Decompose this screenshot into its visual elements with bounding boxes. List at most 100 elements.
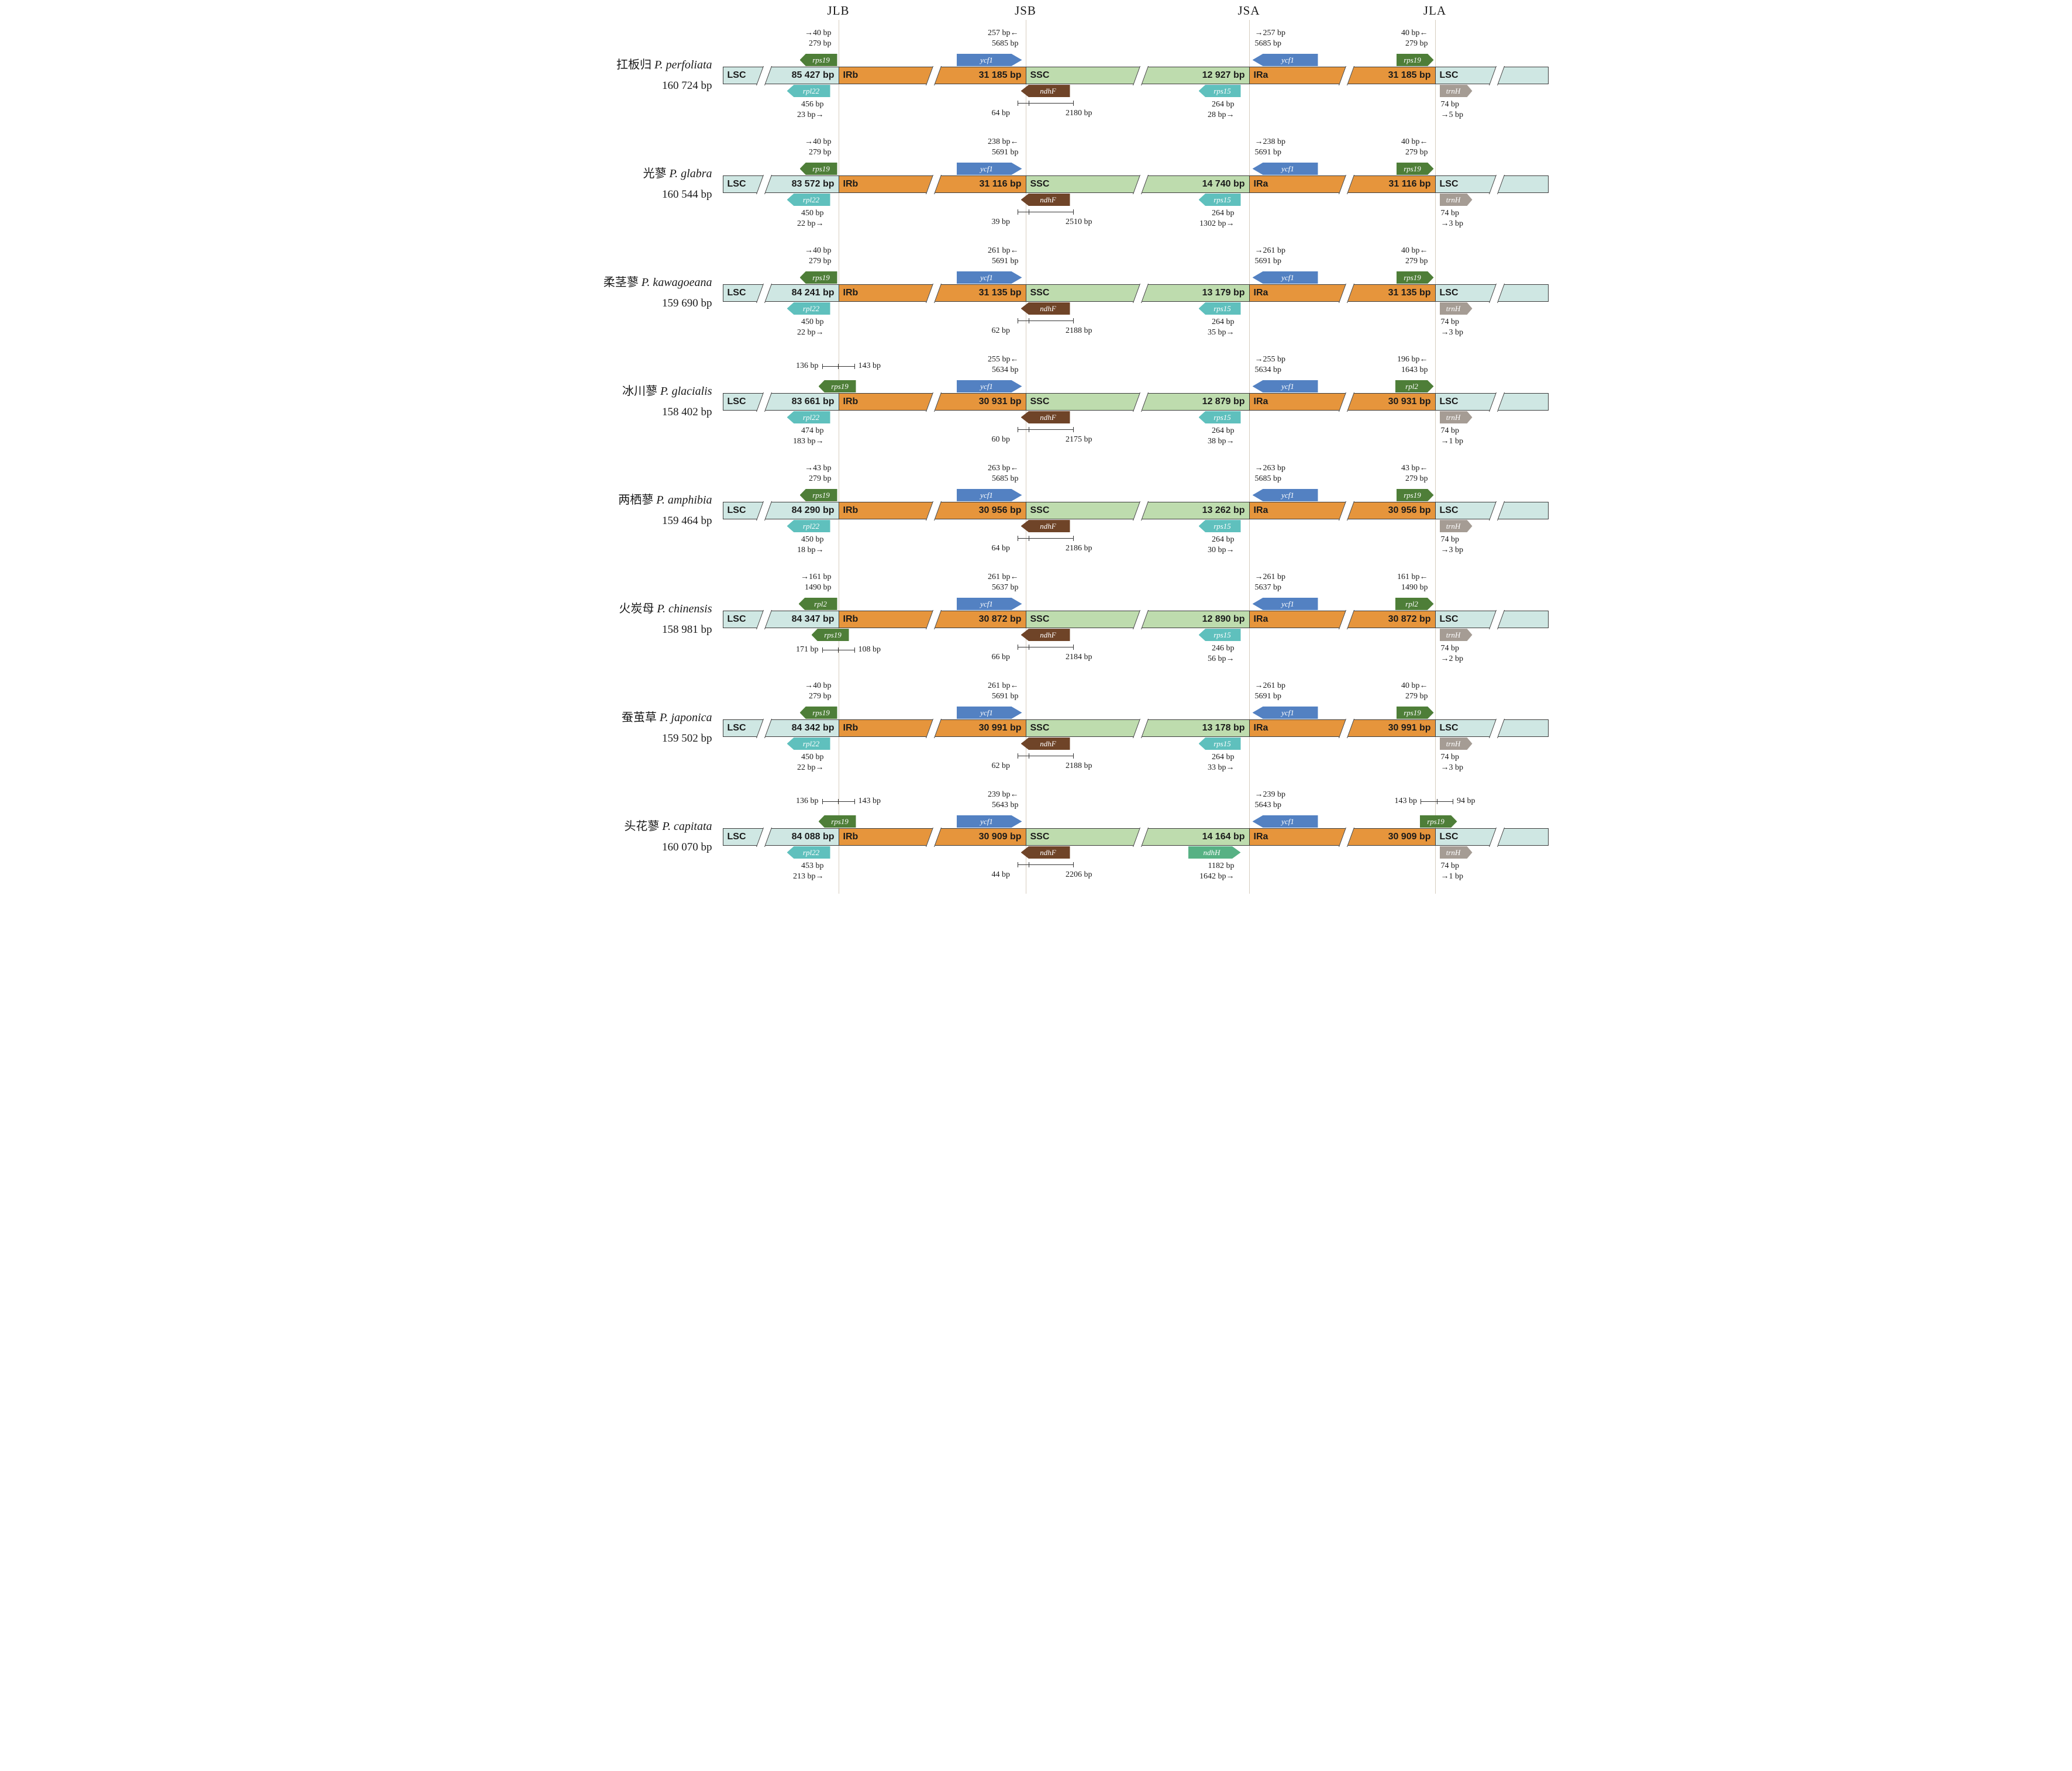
annotation-text: 450 bp 22 bp→ xyxy=(736,317,824,338)
gene-arrow-rps15: rps15 xyxy=(1198,85,1241,97)
gene-arrow-trnH: trnH xyxy=(1439,520,1473,532)
species-name-latin: P. glacialis xyxy=(660,385,712,398)
bar-segment-lsc_right: LSC xyxy=(1435,501,1549,521)
measure-line xyxy=(1017,864,1074,865)
region-length: 13 179 bp xyxy=(1202,288,1245,298)
annotation-text: →40 bp 279 bp xyxy=(744,246,832,267)
gene-arrow-ndhH: ndhH xyxy=(1188,846,1241,859)
annotation-line: 22 bp→ xyxy=(797,219,824,228)
gene-arrow-rps19: rps19 xyxy=(799,271,837,284)
annotation-line: 264 bp xyxy=(1212,753,1235,762)
annotation-text: →239 bp 5643 bp xyxy=(1255,790,1343,811)
species-row: 冰川蓼 P. glacialis 158 402 bp LSC 83 661 bp IR… xyxy=(518,350,1554,459)
region-label: IRb xyxy=(843,614,859,624)
species-label: 柔茎蓼 P. kawagoeana 159 690 bp xyxy=(518,273,712,310)
annotation-line: →261 bp xyxy=(1254,573,1286,581)
annotation-text: →261 bp 5691 bp xyxy=(1255,246,1343,267)
species-name: 光蓼 P. glabra xyxy=(518,164,712,181)
region-length: 30 872 bp xyxy=(978,614,1022,624)
species-row: 头花蓼 P. capitata 160 070 bp LSC 84 088 bp IRb… xyxy=(518,785,1554,894)
measure-row: 171 bp 108 bp xyxy=(757,645,920,654)
annotation-text: 264 bp 38 bp→ xyxy=(1147,426,1235,447)
annotation-text: 264 bp 30 bp→ xyxy=(1147,535,1235,556)
junction-label-jla: JLA xyxy=(1423,4,1447,18)
annotation-line: 5637 bp xyxy=(992,583,1019,592)
region-length: 31 135 bp xyxy=(978,288,1022,298)
annotation-line: →1 bp xyxy=(1440,437,1464,446)
annotation-line: →40 bp xyxy=(805,681,832,690)
annotation-line: 5691 bp xyxy=(992,148,1019,157)
annotation-line: →1 bp xyxy=(1440,872,1464,881)
bar-segment-lsc_right: LSC xyxy=(1435,719,1549,738)
measure-left-label: 171 bp xyxy=(796,645,819,654)
measure-values: 64 bp 2186 bp xyxy=(992,544,1092,553)
sequence-break-icon xyxy=(1338,284,1354,303)
region-length: 84 347 bp xyxy=(791,614,835,624)
annotation-line: 40 bp← xyxy=(1401,29,1428,37)
region-length: 31 185 bp xyxy=(1388,70,1431,80)
measure-bracket xyxy=(822,363,855,369)
annotation-line: 5691 bp xyxy=(1254,257,1282,266)
sequence-break-icon xyxy=(1488,610,1505,629)
species-label: 光蓼 P. glabra 160 544 bp xyxy=(518,164,712,201)
junction-label-jsb: JSB xyxy=(1015,4,1036,18)
genome-length: 160 724 bp xyxy=(662,80,712,92)
gene-label: rpl22 xyxy=(802,412,820,422)
gene-arrow-ndhF: ndhF xyxy=(1021,629,1070,641)
gene-arrow-rps19: rps19 xyxy=(799,707,837,719)
sequence-break-icon xyxy=(1488,392,1505,412)
annotation-line: 33 bp→ xyxy=(1208,763,1235,772)
gene-label: trnH xyxy=(1446,304,1461,313)
annotation-line: 74 bp xyxy=(1440,535,1460,544)
annotation-text: 40 bp← 279 bp xyxy=(1340,137,1428,158)
region-length: 30 956 bp xyxy=(978,505,1022,515)
annotation-line: 257 bp← xyxy=(988,29,1019,37)
species-label: 扛板归 P. perfoliata 160 724 bp xyxy=(518,55,712,92)
gene-arrow-ycf1: ycf1 xyxy=(1252,598,1318,610)
gene-label: trnH xyxy=(1446,86,1461,95)
gene-label: rps15 xyxy=(1213,86,1231,95)
gene-arrow-rpl22: rpl22 xyxy=(787,302,830,315)
junction-line-jla xyxy=(1435,20,1436,894)
sequence-break-icon xyxy=(1338,501,1354,521)
region-length: 12 890 bp xyxy=(1202,614,1245,624)
sequence-break-icon xyxy=(925,284,942,303)
annotation-line: 74 bp xyxy=(1440,862,1460,870)
region-length: 83 661 bp xyxy=(791,397,835,406)
annotation-line: 74 bp xyxy=(1440,753,1460,762)
gene-arrow-ycf1: ycf1 xyxy=(956,598,1022,610)
bar-segment-lsc_left: LSC 83 661 bp xyxy=(722,392,839,412)
annotation-line: 5634 bp xyxy=(1254,366,1282,374)
gene-label: trnH xyxy=(1446,739,1461,748)
species-label: 冰川蓼 P. glacialis 158 402 bp xyxy=(518,381,712,419)
annotation-line: 40 bp← xyxy=(1401,681,1428,690)
annotation-line: →3 bp xyxy=(1440,546,1464,554)
measure-value: 39 bp xyxy=(991,218,1011,226)
measure-tick xyxy=(822,363,823,369)
gene-label: rpl2 xyxy=(814,599,827,608)
measure-value: 62 bp xyxy=(991,326,1011,335)
measure-tick xyxy=(1073,645,1074,650)
bar-segment-irb: IRb 31 185 bp xyxy=(838,66,1026,85)
annotation-line: 40 bp← xyxy=(1401,137,1428,146)
annotation-line: 263 bp← xyxy=(988,464,1019,473)
region-label: IRb xyxy=(843,397,859,406)
measure-values: 62 bp 2188 bp xyxy=(992,762,1092,771)
annotation-text: 238 bp← 5691 bp xyxy=(931,137,1019,158)
measure-values: 64 bp 2180 bp xyxy=(992,109,1092,118)
region-label: LSC xyxy=(1439,505,1459,515)
region-length: 30 872 bp xyxy=(1388,614,1431,624)
annotation-text: →257 bp 5685 bp xyxy=(1255,28,1343,49)
annotation-line: 5637 bp xyxy=(1254,583,1282,592)
sequence-break-icon xyxy=(1338,828,1354,847)
gene-arrow-ycf1: ycf1 xyxy=(1252,54,1318,66)
gene-label: rps19 xyxy=(812,273,830,282)
annotation-text: →255 bp 5634 bp xyxy=(1255,354,1343,375)
annotation-text: 40 bp← 279 bp xyxy=(1340,246,1428,267)
annotation-line: 5691 bp xyxy=(992,257,1019,266)
annotation-line: 35 bp→ xyxy=(1208,328,1235,337)
gene-arrow-rps15: rps15 xyxy=(1198,411,1241,423)
gene-arrow-rpl2: rpl2 xyxy=(798,598,837,610)
species-name-latin: P. chinensis xyxy=(657,602,712,615)
annotation-text: 74 bp →5 bp xyxy=(1441,99,1529,120)
